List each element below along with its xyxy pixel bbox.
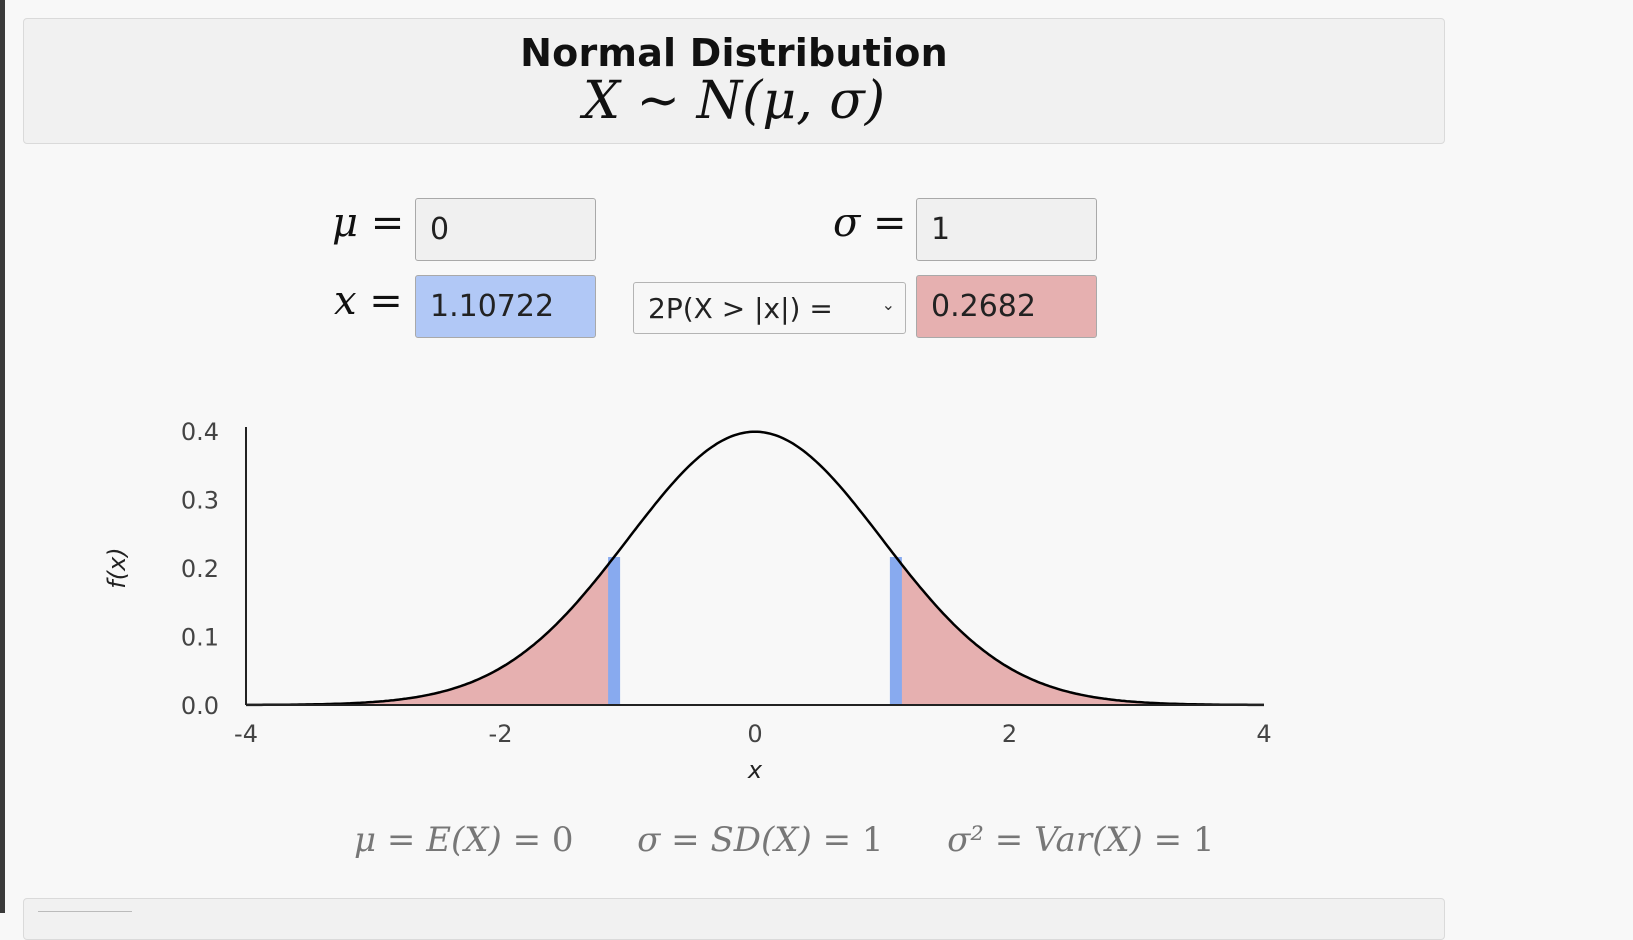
x-tick-label: 4: [1256, 720, 1271, 748]
notation-args: (μ, σ): [742, 71, 886, 131]
cutoff-markers: [608, 557, 902, 705]
y-tick-label: 0.0: [181, 692, 219, 720]
next-panel: [23, 898, 1445, 940]
notation-dist: N: [696, 71, 743, 131]
sigma-label: σ =: [833, 200, 907, 246]
mu-symbol: μ: [332, 200, 358, 246]
summary-stats: μ = E(X) = 0 σ = SD(X) = 1 σ² = Var(X) =…: [354, 820, 1215, 860]
sigma-equals: =: [873, 200, 907, 246]
pdf-chart: -4 -2 0 2 4 0.0 0.1 0.2 0.3 0.4 x f(x): [103, 418, 1272, 784]
y-tick-label: 0.3: [181, 487, 219, 515]
sigma-input[interactable]: [916, 198, 1097, 261]
right-cutoff-marker: [889, 557, 902, 705]
x-symbol: x: [334, 278, 357, 324]
mu-input[interactable]: [415, 198, 596, 261]
right-tail-area: [895, 557, 1264, 705]
x-axis-title: x: [747, 756, 763, 784]
mu-label: μ =: [332, 200, 404, 246]
x-tick-label: 0: [747, 720, 762, 748]
y-axis-title: f(x): [103, 547, 131, 588]
header-panel: Normal Distribution X ~ N(μ, σ): [23, 18, 1445, 144]
notation-variable: X: [582, 71, 620, 131]
y-tick-label: 0.1: [181, 624, 219, 652]
distribution-notation: X ~ N(μ, σ): [24, 71, 1444, 131]
tail-areas: [246, 557, 1264, 705]
notation-sim: ~: [636, 71, 681, 131]
stat-mean: μ = E(X) = 0: [354, 820, 574, 860]
x-tick-label: -4: [234, 720, 258, 748]
panel-tab: [38, 911, 132, 918]
stat-var: σ² = Var(X) = 1: [947, 820, 1215, 860]
y-tick-label: 0.2: [181, 555, 219, 583]
x-input[interactable]: [415, 275, 596, 338]
mu-equals: =: [370, 200, 405, 246]
sigma-symbol: σ: [833, 200, 861, 246]
probability-type-select[interactable]: 2P(X > |x|) = ⌄: [633, 282, 906, 334]
x-tick-label: 2: [1002, 720, 1017, 748]
left-cutoff-marker: [608, 557, 621, 705]
stat-sd: σ = SD(X) = 1: [637, 820, 884, 860]
x-tick-label: -2: [489, 720, 513, 748]
window-edge: [0, 0, 5, 913]
chevron-down-icon: ⌄: [881, 295, 895, 314]
x-equals: =: [369, 278, 403, 324]
x-tick-labels: -4 -2 0 2 4: [234, 720, 1272, 748]
y-tick-label: 0.4: [181, 418, 219, 446]
page-title: Normal Distribution: [520, 31, 948, 75]
probability-type-value: 2P(X > |x|) =: [648, 292, 833, 325]
pdf-curve: [246, 430, 1264, 707]
y-tick-labels: 0.0 0.1 0.2 0.3 0.4: [181, 418, 219, 720]
left-tail-area: [246, 557, 615, 705]
x-label: x =: [334, 278, 403, 324]
probability-result[interactable]: [916, 275, 1097, 338]
